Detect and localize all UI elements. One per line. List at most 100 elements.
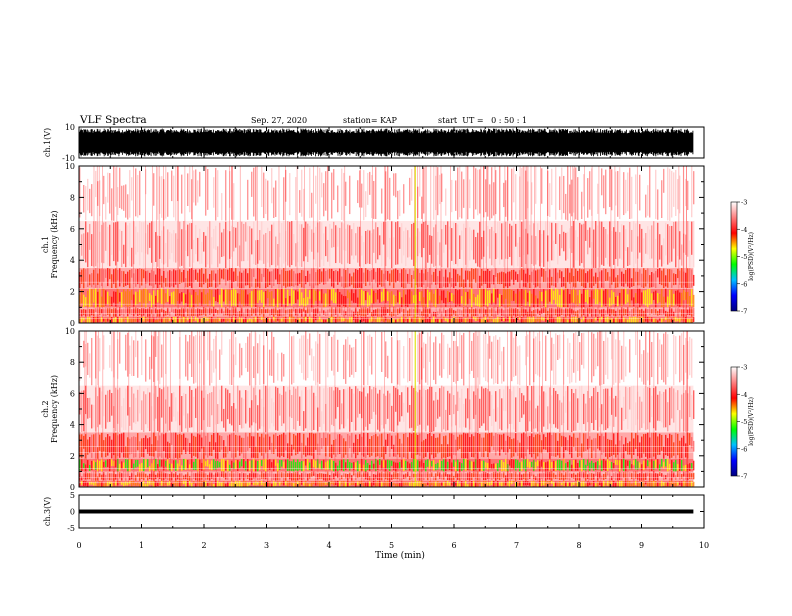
- spectrogram-cell: [137, 433, 139, 451]
- spectrogram-cell: [297, 347, 299, 384]
- spectrogram-cell: [677, 390, 679, 411]
- spectrogram-cell: [629, 472, 631, 478]
- spectrogram-cell: [633, 169, 635, 217]
- spectrogram-cell: [123, 271, 125, 288]
- spectrogram-cell: [629, 339, 631, 373]
- spectrogram-cell: [373, 229, 375, 253]
- spectrogram-cell: [603, 317, 605, 323]
- spectrogram-cell: [521, 221, 523, 268]
- spectrogram-cell: [693, 390, 695, 419]
- spectrogram-cell: [461, 230, 463, 250]
- spectrogram-cell: [433, 400, 435, 432]
- spectrogram-cell: [495, 268, 497, 277]
- spectrogram-cell: [457, 459, 459, 471]
- spectrogram-cell: [271, 168, 273, 204]
- spectrogram-cell: [553, 432, 555, 457]
- spectrogram-cell: [213, 318, 215, 323]
- spectrogram-cell: [253, 472, 255, 479]
- spectrogram-cell: [167, 441, 169, 459]
- spectrogram-cell: [679, 231, 681, 260]
- spectrogram-cell: [543, 391, 545, 427]
- spectrogram-cell: [201, 268, 203, 288]
- spectrogram-cell: [673, 462, 675, 472]
- y-tick-label: 0: [70, 508, 75, 517]
- spectrogram-cell: [211, 392, 213, 416]
- spectrogram-cell: [173, 316, 175, 323]
- spectrogram-cell: [401, 223, 403, 264]
- spectrogram-cell: [337, 339, 339, 372]
- spectrogram-cell: [371, 269, 373, 282]
- spectrogram-cell: [241, 397, 243, 429]
- spectrogram-cell: [449, 292, 451, 303]
- spectrogram-cell: [327, 387, 329, 431]
- spectrogram-cell: [115, 332, 117, 376]
- spectrogram-cell: [165, 242, 167, 264]
- spectrogram-cell: [335, 292, 337, 304]
- spectrogram-cell: [179, 221, 181, 267]
- spectrogram-cell: [393, 269, 395, 288]
- spectrogram-cell: [331, 228, 333, 248]
- spectrogram-cell: [229, 268, 231, 281]
- spectrogram-cell: [619, 471, 621, 481]
- spectrogram-cell: [495, 471, 497, 481]
- spectrogram-cell: [463, 179, 465, 208]
- spectrogram-cell: [349, 308, 351, 317]
- spectrogram-cell: [579, 482, 581, 487]
- spectrogram-cell: [639, 288, 641, 308]
- spectrogram-cell: [681, 459, 683, 471]
- spectrogram-cell: [459, 471, 461, 481]
- spectrogram-cell: [105, 196, 107, 220]
- spectrogram-cell: [213, 386, 215, 433]
- spectrogram-cell: [477, 232, 479, 267]
- spectrogram-cell: [691, 472, 693, 479]
- spectrogram-cell: [247, 319, 249, 323]
- spectrogram-cell: [479, 221, 481, 268]
- spectrogram-cell: [349, 225, 351, 264]
- spectrogram-cell: [485, 387, 487, 431]
- spectrogram-cell: [489, 432, 491, 453]
- spectrogram-cell: [587, 271, 589, 283]
- spectrogram-cell: [673, 388, 675, 423]
- spectrogram-cell: [403, 459, 405, 472]
- spectrogram-cell: [603, 227, 605, 266]
- spectrogram-cell: [537, 460, 539, 467]
- spectrogram-cell: [515, 397, 517, 432]
- spectrogram-cell: [399, 438, 401, 458]
- spectrogram-cell: [397, 290, 399, 303]
- spectrogram-cell: [319, 291, 321, 301]
- spectrogram-cell: [537, 483, 539, 487]
- spectrogram-cell: [617, 275, 619, 288]
- y-tick-label: 4: [70, 256, 75, 265]
- spectrogram-cell: [201, 292, 203, 306]
- spectrogram-cell: [111, 188, 113, 221]
- spectrogram-cell: [497, 288, 499, 298]
- spectrogram-cell: [657, 268, 659, 278]
- spectrogram-cell: [227, 167, 229, 219]
- spectrogram-cell: [569, 294, 571, 304]
- spectrogram-cell: [579, 460, 581, 468]
- spectrogram-cell: [625, 481, 627, 487]
- spectrogram-cell: [497, 480, 499, 487]
- spectrogram-cell: [121, 185, 123, 210]
- spectrogram-cell: [275, 459, 277, 466]
- spectrogram-cell: [499, 482, 501, 486]
- spectrogram-cell: [293, 459, 295, 472]
- spectrogram-cell: [509, 336, 511, 369]
- spectrogram-cell: [513, 290, 515, 301]
- spectrogram-cell: [665, 222, 667, 256]
- spectrogram-cell: [157, 309, 159, 317]
- spectrogram-cell: [407, 482, 409, 486]
- spectrogram-cell: [319, 269, 321, 284]
- spectrogram-cell: [543, 317, 545, 321]
- spectrogram-cell: [663, 318, 665, 322]
- spectrogram-cell: [191, 179, 193, 220]
- spectrogram-cell: [503, 317, 505, 322]
- spectrogram-cell: [563, 317, 565, 323]
- spectrogram-cell: [667, 438, 669, 456]
- spectrogram-cell: [665, 275, 667, 287]
- spectrogram-cell: [565, 481, 567, 487]
- spectrogram-cell: [271, 291, 273, 307]
- spectrogram-cell: [627, 172, 629, 212]
- colorbar-scale: [730, 201, 738, 312]
- spectrogram-cell: [211, 316, 213, 323]
